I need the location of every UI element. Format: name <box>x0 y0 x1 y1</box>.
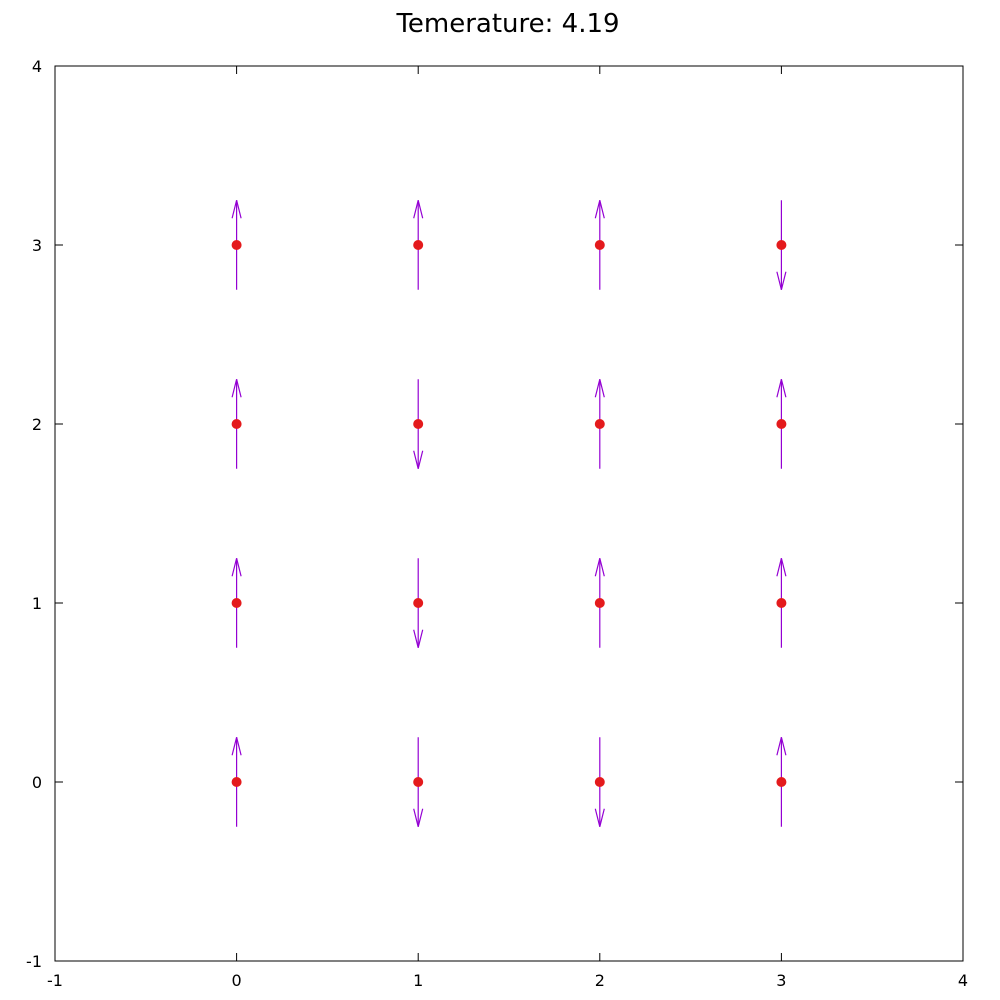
lattice-point <box>231 777 242 787</box>
lattice-point <box>594 240 605 250</box>
lattice-point <box>776 419 787 429</box>
axis-ticks: -1 0 1 2 3 4 -1 0 1 2 3 4 <box>26 57 968 990</box>
y-tick-label: 3 <box>32 236 42 255</box>
x-tick-label: 1 <box>413 971 423 990</box>
lattice-point <box>231 240 242 250</box>
lattice-point <box>413 777 424 787</box>
y-tick-label: 1 <box>32 594 42 613</box>
spin-arrows <box>231 200 787 827</box>
lattice-point <box>231 419 242 429</box>
lattice-point <box>231 598 242 608</box>
plot-frame <box>54 65 964 962</box>
lattice-point <box>413 419 424 429</box>
lattice-point <box>776 777 787 787</box>
x-tick-label: 2 <box>595 971 605 990</box>
lattice-point <box>594 419 605 429</box>
y-tick-label: 4 <box>32 57 42 76</box>
x-tick-label: 0 <box>232 971 242 990</box>
y-tick-label: -1 <box>26 952 42 971</box>
lattice-point <box>776 240 787 250</box>
lattice-point <box>594 777 605 787</box>
y-tick-label: 0 <box>32 773 42 792</box>
x-tick-label: 3 <box>776 971 786 990</box>
y-tick-label: 2 <box>32 415 42 434</box>
x-tick-label: -1 <box>47 971 63 990</box>
lattice-point <box>413 240 424 250</box>
chart-title: Temerature: 4.19 <box>395 9 619 39</box>
lattice-point <box>413 598 424 608</box>
lattice-point <box>594 598 605 608</box>
lattice-points <box>231 240 787 787</box>
lattice-point <box>776 598 787 608</box>
x-tick-label: 4 <box>958 971 968 990</box>
